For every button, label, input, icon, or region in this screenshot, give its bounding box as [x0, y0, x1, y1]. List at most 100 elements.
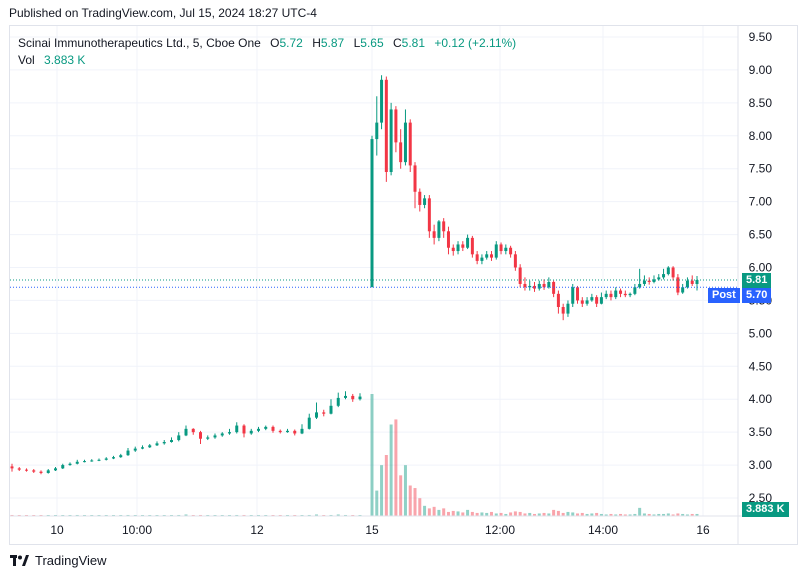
candle-body [542, 283, 546, 288]
volume-bar [552, 509, 556, 516]
volume-bar [451, 510, 455, 516]
candle-body [475, 254, 479, 261]
volume-bar [184, 514, 188, 516]
volume-bar [666, 513, 670, 516]
candle-body [585, 300, 589, 304]
candle-body [170, 440, 173, 443]
y-tick-label: 5.00 [749, 326, 773, 340]
candle-body [133, 448, 137, 451]
volume-bar [475, 512, 479, 516]
volume-bar [461, 512, 465, 516]
candle-body [375, 122, 379, 140]
candle-body [162, 442, 166, 444]
volume-bar [394, 419, 398, 516]
candle-body [566, 303, 570, 314]
legend-low-value: 5.65 [360, 36, 384, 50]
volume-bar [446, 511, 450, 516]
candle-body [220, 433, 224, 436]
candle-body [191, 428, 195, 433]
candle-body [599, 297, 603, 304]
x-tick-label: 16 [696, 523, 710, 537]
legend-change: +0.12 (+2.11%) [434, 36, 517, 50]
candle-body [61, 465, 65, 469]
legend-low-label: L [353, 36, 361, 50]
legend-volume-row: Vol 3.883 K [18, 52, 516, 69]
volume-bar [235, 514, 239, 516]
volume-bar [571, 512, 575, 516]
volume-bar [628, 514, 632, 516]
volume-bars [10, 394, 699, 516]
volume-bar [537, 513, 541, 516]
volume-bar [336, 514, 340, 516]
volume-bar [437, 509, 441, 516]
y-tick-label: 9.00 [749, 63, 773, 77]
candle-body [155, 443, 159, 446]
candle-body [489, 254, 493, 258]
candle-body [249, 430, 253, 434]
candle-body [695, 280, 699, 284]
candle-body [380, 79, 384, 123]
candle-body [461, 244, 465, 248]
candle-body [556, 293, 560, 308]
y-tick-label: 8.00 [749, 129, 773, 143]
candle-body [329, 405, 333, 414]
candle-body [126, 450, 130, 456]
volume-bar [494, 513, 498, 516]
candle-body [666, 267, 670, 275]
volume-bar [556, 510, 560, 516]
volume-bar [408, 485, 412, 516]
volume-bar [375, 490, 379, 516]
candle-body [523, 283, 527, 288]
candle-body [408, 122, 412, 166]
candle-body [235, 425, 239, 433]
candle-body [75, 461, 79, 464]
footer-brand-text: TradingView [35, 553, 107, 568]
candle-body [690, 280, 694, 284]
volume-bar [242, 514, 246, 516]
candle-body [184, 428, 188, 436]
candle-body [104, 458, 108, 460]
candle-body [307, 417, 311, 429]
time-axis: 10 10:00 12 15 12:00 14:00 16 [10, 515, 788, 537]
candle-body [451, 247, 455, 252]
volume-bar [315, 514, 318, 516]
volume-bar [456, 511, 460, 516]
volume-bar [638, 507, 642, 516]
legend-open-value: 5.72 [279, 36, 303, 50]
candle-body [537, 283, 541, 289]
candle-body [213, 435, 217, 438]
x-tick-label: 12:00 [485, 523, 515, 537]
candle-body [336, 397, 340, 406]
candle-body [647, 280, 651, 282]
candle-body [344, 395, 347, 398]
candle-body [97, 459, 101, 461]
candle-body [112, 457, 115, 459]
volume-bar [389, 424, 393, 516]
candle-body [286, 430, 289, 433]
candle-body [17, 468, 21, 470]
candle-body [423, 198, 427, 205]
footer-brand: TradingView [10, 553, 107, 568]
volume-bar [513, 511, 517, 516]
candle-body [676, 277, 680, 293]
candle-body [370, 139, 374, 288]
candle-body [619, 290, 623, 294]
candle-body [228, 432, 231, 434]
candle-body [552, 281, 556, 294]
candle-body [628, 293, 632, 296]
y-tick-label: 9.50 [749, 30, 773, 44]
candle-body [351, 395, 355, 400]
candle-body [485, 254, 489, 258]
candle-body [293, 430, 297, 434]
candle-body [494, 244, 498, 258]
volume-bar [580, 512, 584, 516]
candle-body [518, 267, 522, 284]
candle-body [39, 471, 43, 473]
volume-bar [199, 514, 202, 516]
candle-body [446, 231, 450, 248]
candle-body [177, 435, 181, 441]
candle-body [32, 470, 36, 472]
candle-body [590, 297, 594, 301]
volume-bar [380, 465, 384, 516]
